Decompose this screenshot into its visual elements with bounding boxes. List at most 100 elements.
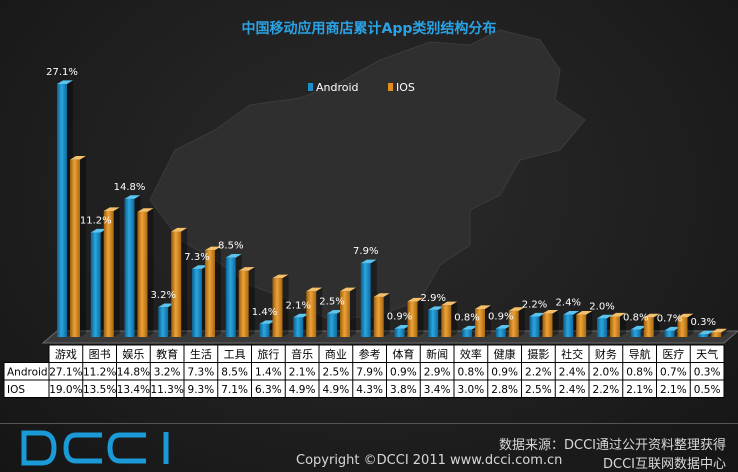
table-category-17: 导航	[629, 347, 651, 361]
data-label-android-5: 8.5%	[218, 241, 243, 252]
table-category-12: 效率	[460, 347, 482, 361]
table-category-5: 工具	[224, 348, 246, 361]
bar-ios-2	[137, 208, 154, 337]
legend-swatch-ios	[388, 83, 393, 91]
table-category-6: 旅行	[257, 347, 279, 361]
table-category-13: 健康	[494, 347, 516, 361]
organization-name: DCCI互联网数据中心	[603, 457, 726, 472]
table-category-19: 天气	[696, 347, 718, 361]
data-label-android-13: 0.9%	[488, 312, 513, 323]
data-label-android-0: 27.1%	[46, 67, 78, 78]
bar-ios-14	[542, 310, 559, 337]
table-ios-14: 2.5%	[525, 384, 552, 396]
table-android-7: 2.1%	[289, 367, 316, 379]
table-ios-0: 19.0%	[49, 384, 82, 396]
data-label-android-3: 3.2%	[151, 290, 176, 301]
table-android-13: 0.9%	[491, 367, 518, 379]
table-ios-18: 2.1%	[660, 384, 687, 396]
table-android-12: 0.8%	[458, 367, 485, 379]
table-category-18: 医疗	[662, 347, 684, 361]
table-ios-15: 2.4%	[559, 384, 586, 396]
bar-ios-16	[610, 312, 626, 337]
source-note: 数据来源：DCCI通过公开资料整理获得	[499, 438, 726, 453]
bars-group	[57, 80, 728, 338]
table-android-6: 1.4%	[255, 367, 282, 379]
table-android-14: 2.2%	[525, 367, 552, 379]
data-label-android-8: 2.5%	[319, 297, 344, 308]
table-category-7: 音乐	[291, 347, 313, 361]
table-category-14: 摄影	[527, 347, 549, 361]
table-ios-4: 9.3%	[188, 384, 215, 396]
table-category-8: 商业	[325, 347, 347, 361]
table-category-11: 新闻	[426, 347, 448, 361]
table-android-2: 14.8%	[117, 367, 150, 379]
table-android-15: 2.4%	[559, 367, 586, 379]
bar-ios-12	[475, 305, 491, 337]
table-android-1: 11.2%	[83, 367, 116, 379]
table-android-17: 0.8%	[626, 367, 653, 379]
table-category-15: 社交	[561, 347, 583, 361]
chart-title: 中国移动应用商店累计App类别结构分布	[242, 20, 497, 37]
bar-ios-3	[171, 227, 188, 337]
bar-ios-6	[272, 274, 289, 337]
table-ios-12: 3.0%	[458, 384, 485, 396]
data-table: 游戏 27.1% 19.0% 图书 11.2% 13.5% 娱乐 14.8% 13.4% 教育 3.…	[3, 344, 725, 398]
table-category-0: 游戏	[55, 348, 77, 361]
data-label-android-19: 0.3%	[691, 317, 716, 328]
table-android-11: 2.9%	[424, 367, 451, 379]
data-label-android-9: 7.9%	[353, 246, 378, 257]
table-ios-13: 2.8%	[491, 384, 518, 396]
table-android-18: 0.7%	[660, 367, 687, 379]
bar-ios-18	[677, 313, 694, 337]
table-ios-10: 3.8%	[390, 384, 417, 396]
table-ios-9: 4.3%	[356, 384, 383, 396]
legend-swatch-android	[308, 83, 313, 91]
legend-label-ios: IOS	[396, 81, 415, 94]
data-label-android-12: 0.8%	[454, 313, 479, 324]
data-label-android-11: 2.9%	[421, 293, 446, 304]
table-category-9: 参考	[359, 347, 381, 361]
bar-ios-11	[441, 301, 458, 337]
data-label-android-2: 14.8%	[114, 182, 146, 193]
data-label-android-6: 1.4%	[252, 307, 277, 318]
legend: Android IOS	[308, 81, 415, 94]
data-label-android-18: 0.7%	[657, 313, 682, 324]
bar-ios-7	[306, 287, 323, 337]
table-ios-3: 11.3%	[150, 384, 183, 396]
data-label-android-14: 2.2%	[522, 299, 547, 310]
data-label-android-15: 2.4%	[556, 298, 581, 309]
bar-ios-13	[508, 307, 525, 337]
footer-divider	[0, 423, 738, 424]
bar-ios-4	[205, 246, 221, 337]
bar-ios-10	[407, 297, 424, 337]
table-category-1: 图书	[89, 348, 111, 361]
bar-ios-8	[340, 287, 356, 337]
table-ios-2: 13.4%	[117, 384, 150, 396]
table-ios-11: 3.4%	[424, 384, 451, 396]
table-android-5: 8.5%	[221, 367, 248, 379]
data-label-android-7: 2.1%	[286, 300, 311, 311]
table-ios-8: 4.9%	[323, 384, 350, 396]
table-ios-5: 7.1%	[221, 384, 248, 396]
table-category-4: 生活	[190, 347, 212, 361]
bar-ios-9	[373, 293, 390, 337]
table-android-19: 0.3%	[694, 367, 721, 379]
table-category-3: 教育	[156, 347, 178, 361]
data-labels: 27.1% 11.2% 14.8% 3.2% 7.3% 8.5% 1.4% 2.1% 2.5% 7…	[46, 67, 716, 328]
table-row-label-0: Android	[7, 367, 48, 379]
bar-ios-17	[643, 313, 660, 337]
table-ios-17: 2.1%	[626, 384, 653, 396]
copyright-text: Copyright ©DCCI 2011 www.dcci.com.cn	[296, 453, 563, 468]
table-ios-1: 13.5%	[83, 384, 116, 396]
table-android-0: 27.1%	[49, 367, 82, 379]
table-row-label-1: IOS	[7, 384, 25, 396]
data-label-android-4: 7.3%	[184, 252, 209, 263]
table-android-9: 7.9%	[356, 367, 383, 379]
data-label-android-16: 2.0%	[589, 301, 614, 312]
dcci-logo	[21, 430, 169, 466]
table-category-2: 娱乐	[122, 347, 144, 361]
bar-ios-1	[103, 207, 120, 337]
table-ios-19: 0.5%	[694, 384, 721, 396]
